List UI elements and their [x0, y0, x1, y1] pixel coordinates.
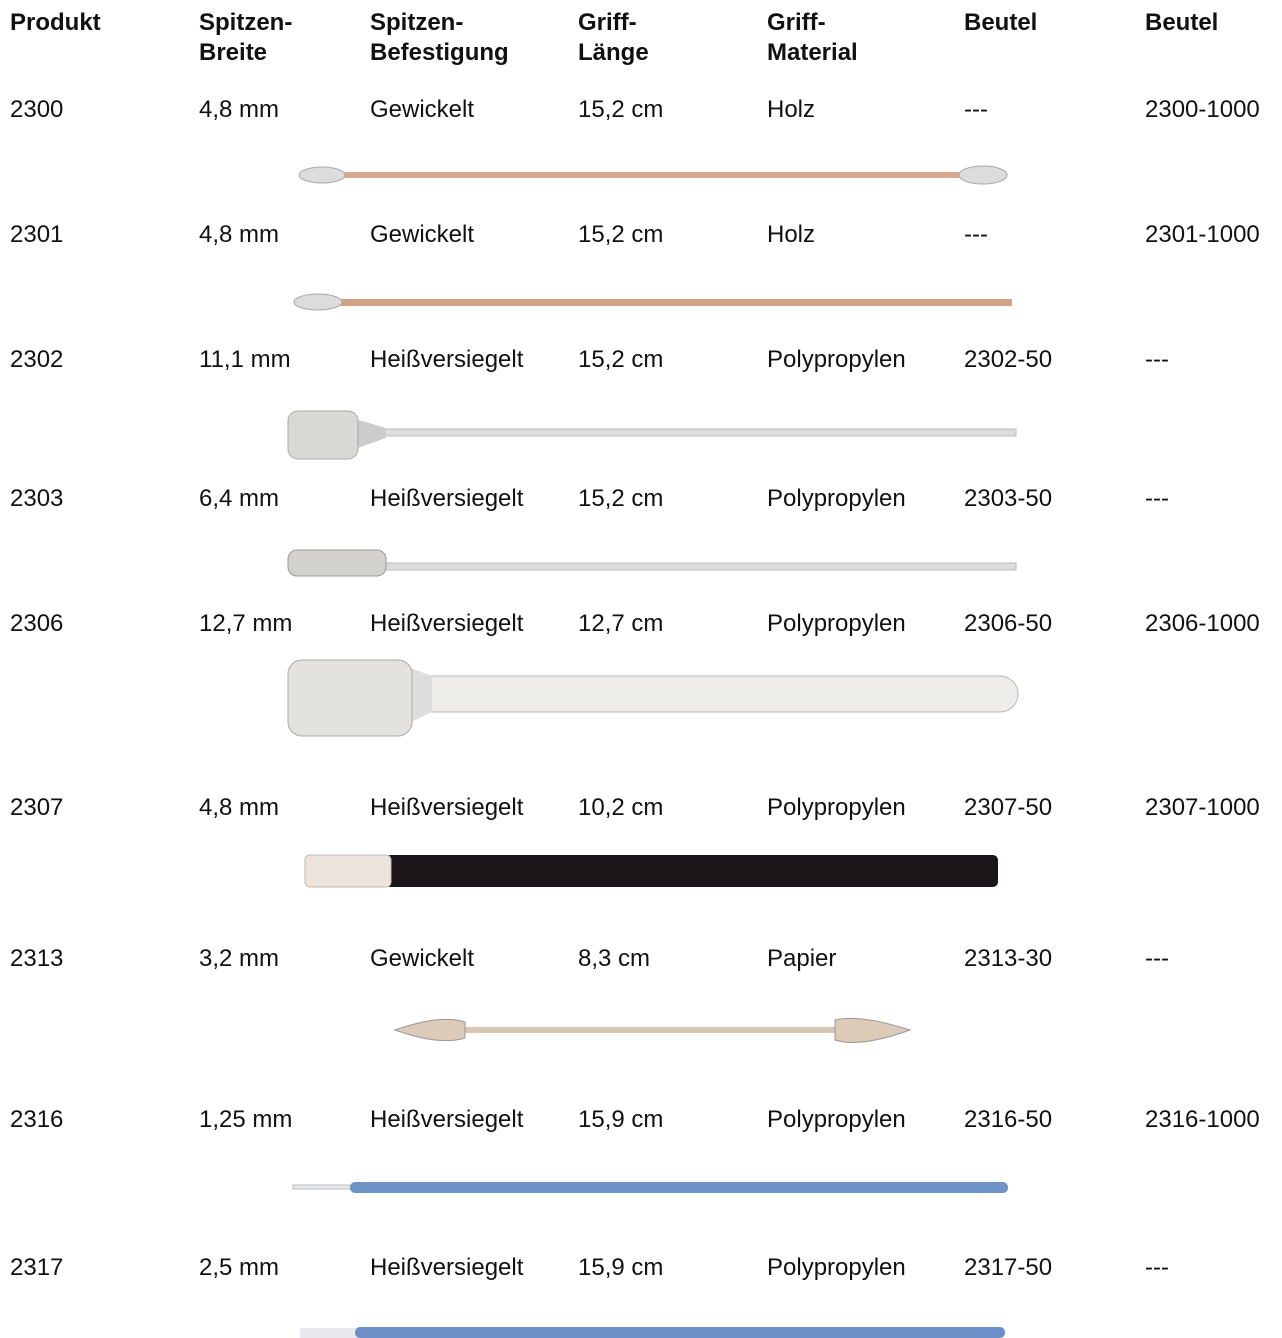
table-cell: Heißversiegelt [370, 345, 523, 375]
swab-2316 [293, 1182, 1008, 1193]
header-line: Beutel [964, 8, 1037, 38]
swab-2307 [305, 855, 998, 887]
table-cell: Polypropylen [767, 345, 906, 375]
header-line: Spitzen- [370, 8, 509, 38]
table-cell: --- [1145, 944, 1169, 974]
table-cell: 2313-30 [964, 944, 1052, 974]
swab-2317 [300, 1327, 1005, 1338]
column-header: Griff-Länge [578, 8, 649, 68]
table-cell: Heißversiegelt [370, 609, 523, 639]
table-cell: 2306-50 [964, 609, 1052, 639]
table-cell: Heißversiegelt [370, 484, 523, 514]
table-cell: 4,8 mm [199, 220, 279, 250]
header-line: Produkt [10, 8, 101, 38]
table-cell: 4,8 mm [199, 95, 279, 125]
page: (() => { const data = JSON.parse(documen… [0, 0, 1282, 1338]
header-line: Griff- [578, 8, 649, 38]
table-cell: 11,1 mm [199, 345, 291, 375]
table-cell: --- [964, 220, 988, 250]
table-cell: 12,7 cm [578, 609, 663, 639]
header-line: Breite [199, 38, 292, 68]
swab-2302 [288, 411, 1016, 459]
table-cell: 2302 [10, 345, 63, 375]
table-cell: --- [1145, 484, 1169, 514]
table-cell: 2300-1000 [1145, 95, 1260, 125]
table-cell: 2300 [10, 95, 63, 125]
table-cell: 6,4 mm [199, 484, 279, 514]
table-cell: 3,2 mm [199, 944, 279, 974]
table-cell: 15,2 cm [578, 95, 663, 125]
table-cell: 15,2 cm [578, 220, 663, 250]
column-header: Produkt [10, 8, 101, 38]
table-cell: 12,7 mm [199, 609, 292, 639]
header-line: Material [767, 38, 858, 68]
swab-2306 [288, 660, 1018, 736]
table-cell: --- [1145, 1253, 1169, 1283]
table-cell: 2302-50 [964, 345, 1052, 375]
table-cell: Gewickelt [370, 220, 474, 250]
table-cell: 2307 [10, 793, 63, 823]
header-line: Beutel [1145, 8, 1218, 38]
table-cell: 2303 [10, 484, 63, 514]
column-header: Spitzen-Befestigung [370, 8, 509, 68]
table-cell: 2,5 mm [199, 1253, 279, 1283]
swab-images [0, 0, 1282, 1338]
table-cell: Polypropylen [767, 1253, 906, 1283]
table-cell: Polypropylen [767, 1105, 906, 1135]
table-cell: 2313 [10, 944, 63, 974]
table-cell: 2307-1000 [1145, 793, 1260, 823]
table-cell: 2301 [10, 220, 63, 250]
column-header: Beutel [1145, 8, 1218, 38]
swab-2303 [288, 550, 1016, 576]
table-cell: Papier [767, 944, 836, 974]
table-cell: 2316-1000 [1145, 1105, 1260, 1135]
table-cell: 1,25 mm [199, 1105, 292, 1135]
swab-2300 [299, 166, 1007, 184]
table-cell: 2317-50 [964, 1253, 1052, 1283]
table-cell: Polypropylen [767, 609, 906, 639]
table-cell: Polypropylen [767, 793, 906, 823]
column-header: Beutel [964, 8, 1037, 38]
table-cell: 8,3 cm [578, 944, 650, 974]
table-cell: 2317 [10, 1253, 63, 1283]
table-cell: Holz [767, 95, 815, 125]
swab-2313 [395, 1018, 910, 1042]
table-cell: 2301-1000 [1145, 220, 1260, 250]
table-cell: Polypropylen [767, 484, 906, 514]
swab-2301 [294, 294, 1012, 310]
header-line: Griff- [767, 8, 858, 38]
column-header: Griff-Material [767, 8, 858, 68]
table-cell: 2306-1000 [1145, 609, 1260, 639]
table-cell: 15,2 cm [578, 484, 663, 514]
table-cell: 15,2 cm [578, 345, 663, 375]
table-cell: 2316 [10, 1105, 63, 1135]
header-line: Befestigung [370, 38, 509, 68]
table-cell: 2306 [10, 609, 63, 639]
header-line: Länge [578, 38, 649, 68]
table-cell: 2316-50 [964, 1105, 1052, 1135]
table-cell: 15,9 cm [578, 1253, 663, 1283]
table-cell: 10,2 cm [578, 793, 663, 823]
table-cell: --- [1145, 345, 1169, 375]
table-cell: Gewickelt [370, 95, 474, 125]
table-cell: 2307-50 [964, 793, 1052, 823]
header-line: Spitzen- [199, 8, 292, 38]
table-cell: Gewickelt [370, 944, 474, 974]
table-cell: Heißversiegelt [370, 1253, 523, 1283]
table-cell: 15,9 cm [578, 1105, 663, 1135]
column-header: Spitzen-Breite [199, 8, 292, 68]
table-cell: --- [964, 95, 988, 125]
table-cell: 4,8 mm [199, 793, 279, 823]
table-cell: 2303-50 [964, 484, 1052, 514]
table-cell: Holz [767, 220, 815, 250]
table-cell: Heißversiegelt [370, 793, 523, 823]
table-cell: Heißversiegelt [370, 1105, 523, 1135]
